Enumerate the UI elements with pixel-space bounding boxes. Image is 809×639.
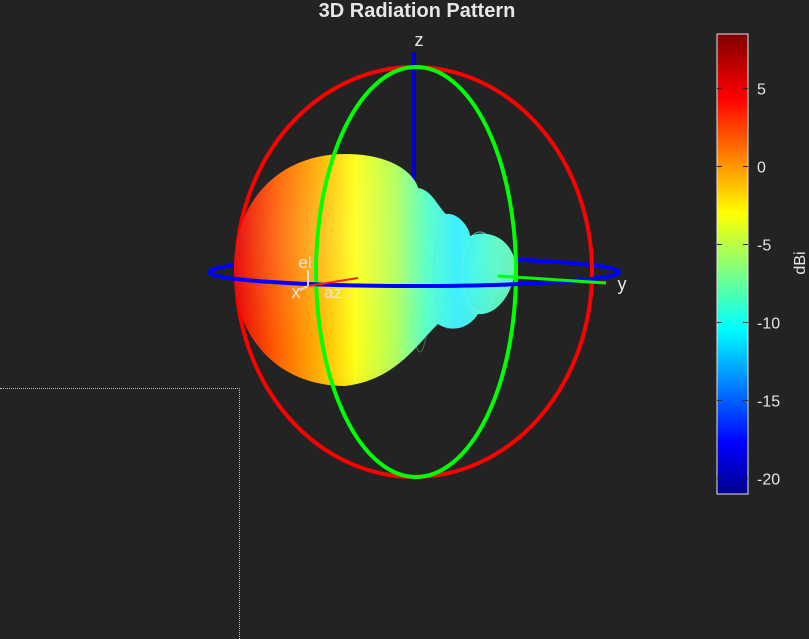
colorbar-tick-label: 0 [757,160,766,177]
colorbar-tick-label: 5 [757,82,766,99]
elevation-circle-green [314,65,518,479]
colorbar-tick-label: -5 [757,238,771,255]
dotted-panel-border [0,388,240,639]
orientation-triad [299,270,359,291]
azimuth-circle-front [207,271,621,288]
chart-title: 3D Radiation Pattern [318,0,516,22]
colorbar-label: dBi [792,251,809,274]
z-axis-label: z [415,30,424,50]
colorbar-gradient [716,33,749,495]
colorbar: 5 0 -5 -10 -15 -20 dBi [716,33,809,495]
radiation-pattern-surface [234,154,516,386]
az-label: az [324,283,342,302]
colorbar-tick-label: -20 [757,471,780,488]
y-axis-label: y [618,274,627,294]
x-axis-label: x [292,282,301,302]
colorbar-tick-label: -15 [757,393,780,410]
colorbar-tick-label: -10 [757,315,780,332]
el-label: el [298,253,311,272]
y-axis-line [497,274,607,285]
